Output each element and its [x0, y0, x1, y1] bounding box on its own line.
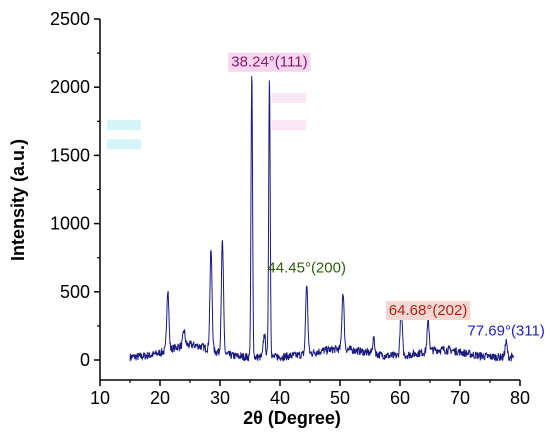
peak-annotation: 44.45°(200)	[267, 260, 346, 277]
peak-point	[210, 256, 212, 258]
plot-area	[129, 75, 515, 362]
ghost-label-artifact	[107, 120, 141, 131]
ghost-label-artifact	[272, 120, 306, 131]
x-ticks: 10 20 30 40 50 60 70 80	[90, 380, 530, 408]
peak-annotation-text: 38.24°(111)	[231, 54, 307, 71]
peak-point	[167, 294, 169, 296]
y-tick-label: 2000	[50, 77, 90, 97]
peak-annotation-text: 64.68°(202)	[389, 302, 468, 319]
peak-point	[505, 340, 507, 342]
x-tick-label: 60	[390, 388, 410, 408]
x-tick-label: 20	[150, 388, 170, 408]
x-tick-label: 30	[210, 388, 230, 408]
peak-annotation: 77.69°(311)	[467, 322, 544, 339]
x-tick-label: 40	[270, 388, 290, 408]
x-axis-title: 2θ (Degree)	[243, 408, 341, 428]
ghost-label-artifact	[107, 139, 141, 150]
x-tick-label: 50	[330, 388, 350, 408]
peak-point	[222, 243, 224, 245]
ghost-label-artifact	[272, 92, 306, 103]
peak-annotation: 64.68°(202)	[385, 300, 471, 320]
x-tick-label: 80	[510, 388, 530, 408]
peak-point	[183, 340, 185, 342]
y-tick-label: 1000	[50, 214, 90, 234]
peak-point	[427, 325, 429, 327]
x-tick-label: 10	[90, 388, 110, 408]
peak-annotations: 38.24°(111) 44.45°(200) 64.68°(202) 77.69°(…	[107, 52, 545, 339]
y-tick-label: 2500	[50, 9, 90, 29]
peak-point	[264, 332, 266, 334]
xrd-pattern-line	[129, 76, 515, 362]
y-ticks: 0 500 1000 1500 2000 2500	[50, 9, 100, 370]
y-tick-label: 500	[60, 282, 90, 302]
peak-annotation: 38.24°(111)	[228, 52, 311, 72]
axes	[99, 19, 520, 381]
peak-annotation-text: 44.45°(200)	[267, 260, 346, 277]
x-tick-label: 70	[450, 388, 470, 408]
peak-annotation-text: 77.69°(311)	[467, 322, 544, 339]
peak-annotation-highlight	[228, 52, 311, 72]
y-tick-label: 1500	[50, 145, 90, 165]
peak-point	[373, 340, 375, 342]
y-tick-label: 0	[80, 350, 90, 370]
peak-point	[269, 75, 271, 77]
peak-point	[306, 286, 308, 288]
y-axis-title: Intensity (a.u.)	[8, 139, 28, 261]
peak-annotation-highlight	[385, 300, 471, 320]
peak-point	[342, 298, 344, 300]
